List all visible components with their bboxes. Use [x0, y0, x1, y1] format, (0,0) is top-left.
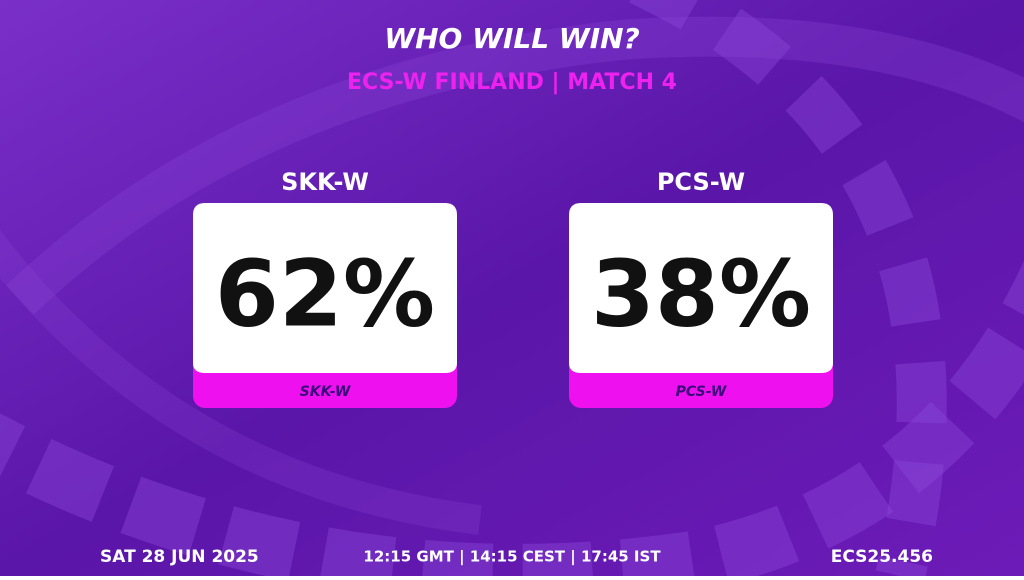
team-tag: SKK-W — [300, 384, 351, 400]
team-name: PCS-W — [657, 168, 745, 196]
title: WHO WILL WIN? — [384, 22, 640, 55]
date: SAT 28 JUN 2025 — [100, 547, 259, 567]
team-name: SKK-W — [281, 168, 369, 196]
percent: 38% — [591, 240, 811, 347]
card — [193, 203, 457, 373]
percent: 62% — [215, 240, 435, 347]
code: ECS25.456 — [831, 547, 933, 567]
team-tag: PCS-W — [676, 384, 727, 400]
card — [569, 203, 833, 373]
time: 12:15 GMT | 14:15 CEST | 17:45 IST — [363, 548, 661, 567]
subtitle: ECS-W FINLAND | MATCH 4 — [347, 70, 677, 95]
